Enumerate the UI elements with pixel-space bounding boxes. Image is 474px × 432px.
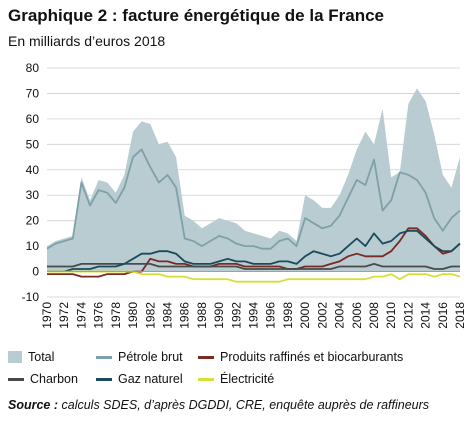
legend-item-produits-raffines: Produits raffinés et biocarburants <box>198 350 403 364</box>
y-tick-label: 80 <box>26 61 40 75</box>
chart-subtitle: En milliards d’euros 2018 <box>8 33 166 49</box>
x-tick-label: 1980 <box>126 302 140 329</box>
x-tick-label: 1998 <box>281 302 295 329</box>
total-area-layer <box>47 88 460 272</box>
legend-item-electricite: Électricité <box>198 372 274 386</box>
y-tick-label: 10 <box>26 239 40 253</box>
x-tick-label: 2002 <box>315 302 329 329</box>
chart-legend: Total Pétrole brut Produits raffinés et … <box>8 348 474 388</box>
series-line-3 <box>47 263 460 270</box>
x-tick-label: 1978 <box>109 302 123 329</box>
page-title: Graphique 2 : facture énergétique de la … <box>8 6 384 25</box>
x-tick-label: 1988 <box>195 302 209 329</box>
source-text: calculs SDES, d’après DGDDI, CRE, enquêt… <box>61 398 430 412</box>
x-tick-label: 2016 <box>436 302 450 329</box>
x-tick-label: 1994 <box>247 302 261 329</box>
series-line-1 <box>46 148 461 250</box>
legend-label-gaz-naturel: Gaz naturel <box>118 372 183 386</box>
y-tick-label: 0 <box>32 265 39 279</box>
x-tick-label: 2018 <box>453 302 467 329</box>
x-tick-label: 2010 <box>384 302 398 329</box>
legend-label-produits-raffines: Produits raffinés et biocarburants <box>220 350 404 364</box>
y-axis-ticks: -10 0 10 20 30 40 50 60 70 80 <box>22 61 40 304</box>
series-line-5 <box>47 270 461 283</box>
x-tick-label: 1976 <box>92 302 106 329</box>
legend-label-petrole-brut: Pétrole brut <box>118 350 183 364</box>
series-line-4 <box>47 229 461 273</box>
legend-swatch-petrole-brut <box>96 355 112 359</box>
x-tick-label: 1972 <box>57 302 71 329</box>
x-tick-label: 2008 <box>367 302 381 329</box>
legend-item-gaz-naturel: Gaz naturel <box>96 372 183 386</box>
x-tick-label: 2006 <box>350 302 364 329</box>
legend-label-total: Total <box>28 350 55 364</box>
series-area-total <box>47 88 460 272</box>
y-tick-label: 50 <box>26 137 40 151</box>
x-tick-label: 2012 <box>401 302 415 329</box>
x-tick-label: 1996 <box>264 302 278 329</box>
x-tick-label: 2000 <box>298 302 312 329</box>
x-tick-label: 1986 <box>178 302 192 329</box>
legend-swatch-electricite <box>198 377 214 381</box>
y-tick-label: -10 <box>22 290 40 304</box>
legend-swatch-gaz-naturel <box>96 377 112 381</box>
x-tick-label: 1984 <box>161 302 175 329</box>
legend-swatch-charbon <box>8 377 24 381</box>
x-tick-label: 1974 <box>74 302 88 329</box>
legend-swatch-produits-raffines <box>198 355 214 359</box>
y-tick-label: 30 <box>26 188 40 202</box>
legend-item-charbon: Charbon <box>8 372 78 386</box>
legend-label-electricite: Électricité <box>220 372 275 386</box>
x-tick-label: 1982 <box>143 302 157 329</box>
legend-swatch-total <box>8 351 22 363</box>
x-axis-ticks: 1970 1972 1974 1976 1978 1980 1982 1984 1986 1988… <box>40 302 467 329</box>
x-tick-label: 1992 <box>229 302 243 329</box>
x-tick-label: 2004 <box>333 302 347 329</box>
legend-label-charbon: Charbon <box>30 372 78 386</box>
legend-item-total: Total <box>8 350 54 364</box>
y-tick-label: 20 <box>26 214 40 228</box>
source-label: Source : <box>8 398 59 412</box>
source-note: Source : calculs SDES, d’après DGDDI, CR… <box>8 398 429 412</box>
x-tick-label: 1970 <box>40 302 54 329</box>
y-tick-label: 40 <box>26 163 40 177</box>
x-tick-label: 2014 <box>419 302 433 329</box>
y-tick-label: 60 <box>26 112 40 126</box>
x-tick-label: 1990 <box>212 302 226 329</box>
series-lines-layer <box>46 148 461 283</box>
energy-bill-chart: -10 0 10 20 30 40 50 60 70 80 1970 1972 1974 1976 197… <box>22 61 467 329</box>
legend-item-petrole-brut: Pétrole brut <box>96 350 183 364</box>
y-tick-label: 70 <box>26 86 40 100</box>
series-line-2 <box>47 227 461 278</box>
